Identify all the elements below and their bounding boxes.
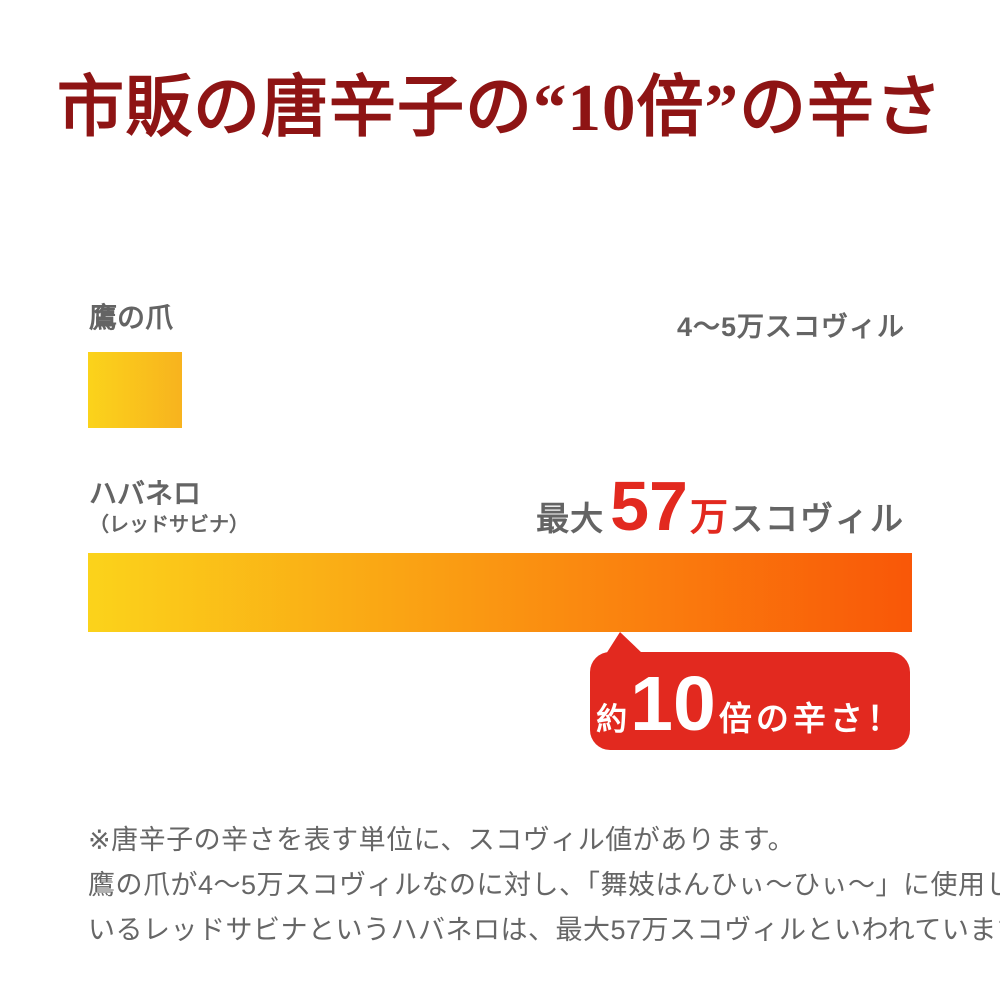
takanotsume-bar: [88, 352, 182, 428]
habanero-value-number: 57: [610, 467, 688, 545]
bubble-number: 10: [630, 661, 716, 747]
bubble-prefix: 約: [596, 702, 628, 737]
habanero-value-man: 万: [689, 497, 728, 539]
habanero-value-unit: スコヴィル: [730, 500, 905, 537]
ten-times-speech-bubble: 約 10 倍の辛さ！: [590, 632, 910, 750]
footnote-line-2: 鷹の爪が4〜5万スコヴィルなのに対し、「舞妓はんひぃ〜ひぃ〜」に使用して: [88, 870, 1000, 900]
habanero-label: ハバネロ: [89, 478, 202, 509]
bubble-suffix: 倍の辛さ！: [718, 700, 904, 737]
habanero-value-prefix: 最大: [536, 500, 605, 537]
habanero-bar: [88, 553, 912, 632]
footnote-line-1: ※唐辛子の辛さを表す単位に、スコヴィル値があります。: [88, 825, 796, 855]
takanotsume-label: 鷹の爪: [89, 302, 174, 333]
footnote: ※唐辛子の辛さを表す単位に、スコヴィル値があります。 鷹の爪が4〜5万スコヴィル…: [88, 818, 1000, 953]
habanero-value-label: 最大 57 万 スコヴィル: [536, 471, 905, 541]
footnote-line-3: いるレッドサビナというハバネロは、最大57万スコヴィルといわれています。: [88, 915, 1000, 945]
page-title: 市販の唐辛子の“10倍”の辛さ: [57, 71, 943, 145]
habanero-sublabel: （レッドサビナ）: [89, 514, 249, 536]
takanotsume-value-label: 4〜5万スコヴィル: [676, 312, 905, 342]
speech-bubble-tail: [606, 632, 643, 654]
